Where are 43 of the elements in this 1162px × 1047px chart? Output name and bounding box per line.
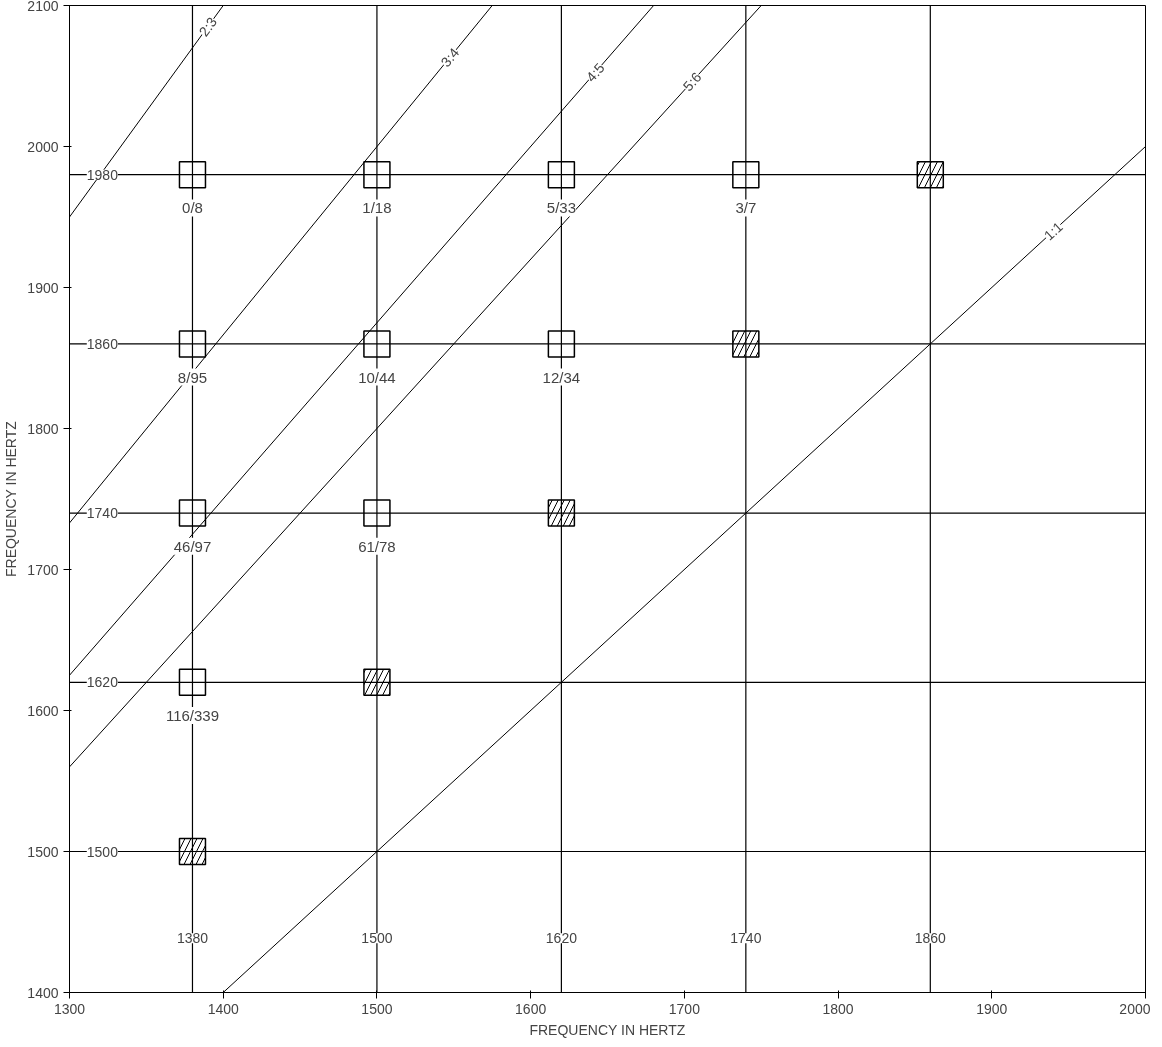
y-tick-label: 2000: [27, 138, 59, 155]
ref-line-label: 1740: [86, 505, 119, 522]
x-tick-label: 1500: [361, 1000, 393, 1017]
ref-line-label: 1860: [914, 930, 947, 947]
annotation: 116/339: [165, 706, 220, 724]
annotation: 12/34: [542, 368, 581, 386]
annotation: 0/8: [182, 199, 203, 217]
x-tick-label: 1600: [515, 1000, 547, 1017]
annotation: 61/78: [358, 537, 396, 555]
annotation: 5/33: [546, 199, 576, 217]
ref-line-label: 1620: [545, 930, 578, 947]
y-tick-label: 2100: [27, 0, 59, 14]
y-tick-label: 1500: [27, 843, 59, 860]
x-tick-label: 1800: [822, 1000, 854, 1017]
ref-line-label: 1740: [730, 930, 762, 947]
text: 2:3: [195, 13, 221, 40]
x-tick-label: 2000: [1119, 1000, 1151, 1017]
ref-line-label: 1620: [86, 674, 119, 691]
x-tick-label: 1700: [668, 1000, 701, 1017]
text: 3:4: [437, 44, 463, 70]
y-tick-label: 1400: [27, 984, 59, 1001]
annotation: 1/18: [362, 199, 392, 217]
y-tick-label: 1700: [27, 561, 59, 578]
x-tick-label: 1900: [976, 1000, 1008, 1017]
text: 5:6: [679, 68, 705, 95]
ref-line-label: 1980: [86, 166, 119, 183]
x-axis-title: FREQUENCY IN HERTZ: [529, 1021, 686, 1038]
text: 1:1: [1040, 218, 1066, 244]
y-axis-title: FREQUENCY IN HERTZ: [3, 420, 20, 578]
y-tick-label: 1800: [27, 420, 59, 437]
ref-line-label: 1860: [86, 335, 119, 352]
ref-line-label: 1380: [176, 930, 209, 947]
ref-line-label: 1500: [86, 843, 119, 860]
y-tick-label: 1900: [27, 279, 59, 296]
x-tick-label: 1300: [53, 1000, 86, 1017]
x-tick-label: 1400: [207, 1000, 239, 1017]
ref-line-label: 1500: [361, 930, 393, 947]
annotation: 8/95: [177, 368, 208, 386]
text: 4:5: [582, 59, 608, 86]
annotation: 46/97: [173, 537, 212, 555]
y-tick-label: 1600: [27, 702, 59, 719]
annotation: 10/44: [358, 368, 396, 386]
annotation: 3/7: [735, 199, 757, 217]
